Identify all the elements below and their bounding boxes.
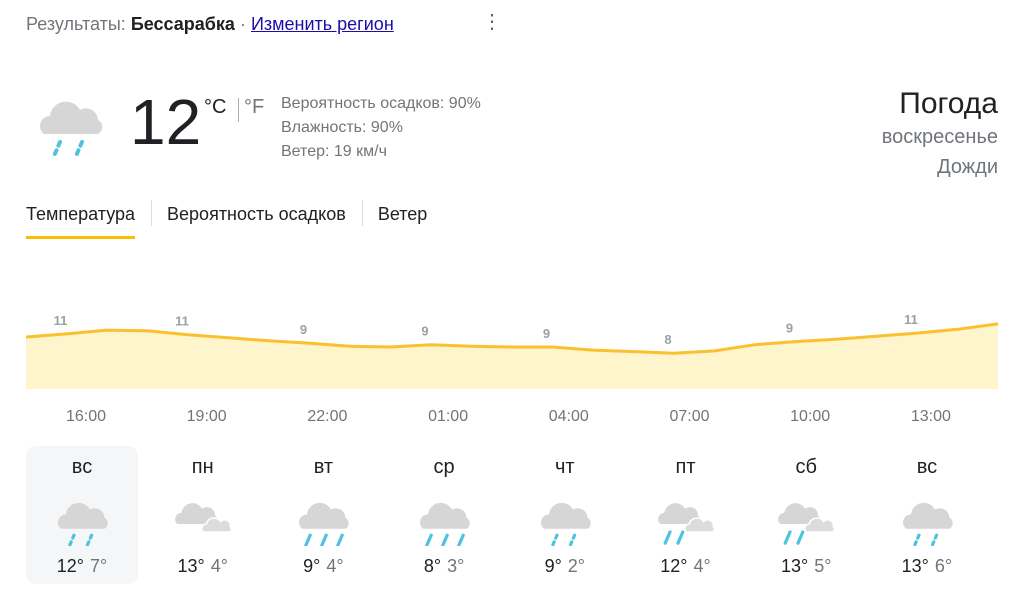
current-temperature: 12 (130, 86, 202, 158)
rain-icon (267, 482, 379, 556)
celsius-toggle[interactable]: °C (204, 96, 227, 118)
low-temp: 3° (447, 556, 465, 576)
more-options-icon[interactable]: ⋮ (482, 11, 502, 33)
location-name: Бессарабка (130, 14, 235, 34)
day-forecast[interactable]: вс 12° 7° (26, 446, 138, 584)
high-temp: 12° (56, 556, 84, 576)
low-temp: 4° (210, 556, 228, 576)
low-temp: 7° (90, 556, 108, 576)
current-weather-icon (30, 88, 110, 161)
wind: Ветер: 19 км/ч (281, 143, 387, 160)
fahrenheit-toggle[interactable]: °F (244, 96, 265, 118)
cloudy-icon (147, 482, 259, 556)
tab-bar: Температура Вероятность осадков Ветер (26, 200, 443, 239)
day-forecast[interactable]: вс 13° 6° (871, 446, 983, 584)
temperature-point-label: 11 (904, 312, 918, 327)
day-name: сб (795, 456, 817, 478)
temperature-point-label: 8 (664, 332, 671, 347)
day-name: вс (916, 456, 938, 478)
breadcrumb: Результаты: Бессарабка · Изменить регион (26, 14, 394, 35)
day-name: чт (555, 456, 575, 478)
weather-summary: Погода воскресенье Дожди (882, 86, 998, 182)
weather-title: Погода (899, 87, 998, 120)
change-region-link[interactable]: Изменить регион (250, 14, 394, 34)
precipitation-chance: Вероятность осадков: 90% (281, 95, 481, 112)
high-temp: 13° (901, 556, 929, 576)
high-temp: 9° (303, 556, 321, 576)
weather-day: воскресенье (881, 126, 998, 148)
day-name: вс (71, 456, 93, 478)
temperature-point-label: 9 (786, 321, 793, 336)
temperature-point-label: 9 (543, 326, 550, 341)
humidity: Влажность: 90% (281, 119, 403, 136)
high-temp: 13° (177, 556, 205, 576)
time-label: 07:00 (669, 408, 710, 425)
tab-wind[interactable]: Ветер (361, 200, 443, 237)
results-label: Результаты: (26, 14, 126, 34)
tab-precipitation[interactable]: Вероятность осадков (151, 200, 362, 237)
tab-temperature[interactable]: Температура (26, 200, 151, 239)
rain-icon (388, 482, 500, 556)
temperature-area (26, 323, 998, 389)
low-temp: 4° (693, 556, 711, 576)
low-temp: 5° (814, 556, 832, 576)
unit-divider (238, 98, 239, 122)
light-rain-icon (26, 482, 138, 556)
light-rain-icon (509, 482, 621, 556)
day-name: пн (191, 456, 214, 478)
day-name: вт (313, 456, 334, 478)
cloudy-rain-icon (750, 482, 862, 556)
day-forecast[interactable]: ср 8° 3° (388, 446, 500, 584)
day-name: пт (675, 456, 696, 478)
temperature-point-label: 9 (421, 324, 428, 339)
time-label: 22:00 (307, 408, 348, 425)
time-label: 13:00 (910, 408, 951, 425)
day-forecast[interactable]: сб 13° 5° (750, 446, 862, 584)
day-name: ср (433, 456, 455, 478)
low-temp: 6° (934, 556, 953, 576)
temperature-line (25, 322, 999, 355)
high-temp: 12° (660, 556, 688, 576)
separator: · (239, 14, 246, 34)
day-forecast[interactable]: пн 13° 4° (147, 446, 259, 584)
day-forecast[interactable]: пт 12° 4° (630, 446, 742, 584)
day-forecast[interactable]: чт 9° 2° (509, 446, 621, 584)
weather-condition: Дожди (937, 156, 998, 178)
high-temp: 8° (423, 556, 442, 576)
cloudy-rain-icon (630, 482, 742, 556)
temperature-point-label: 9 (300, 322, 307, 337)
low-temp: 2° (567, 556, 586, 576)
time-label: 01:00 (428, 408, 469, 425)
high-temp: 13° (780, 556, 809, 576)
day-forecast[interactable]: вт 9° 4° (267, 446, 379, 584)
light-rain-icon (871, 482, 983, 556)
time-label: 19:00 (186, 408, 227, 425)
temperature-point-label: 11 (54, 313, 68, 328)
temperature-point-label: 11 (175, 314, 189, 329)
time-label: 10:00 (790, 408, 831, 425)
time-label: 16:00 (65, 408, 107, 425)
temperature-chart: 11 11 9 9 9 8 9 11 (25, 312, 999, 389)
low-temp: 4° (326, 556, 344, 576)
high-temp: 9° (544, 556, 562, 576)
time-label: 04:00 (548, 408, 589, 425)
